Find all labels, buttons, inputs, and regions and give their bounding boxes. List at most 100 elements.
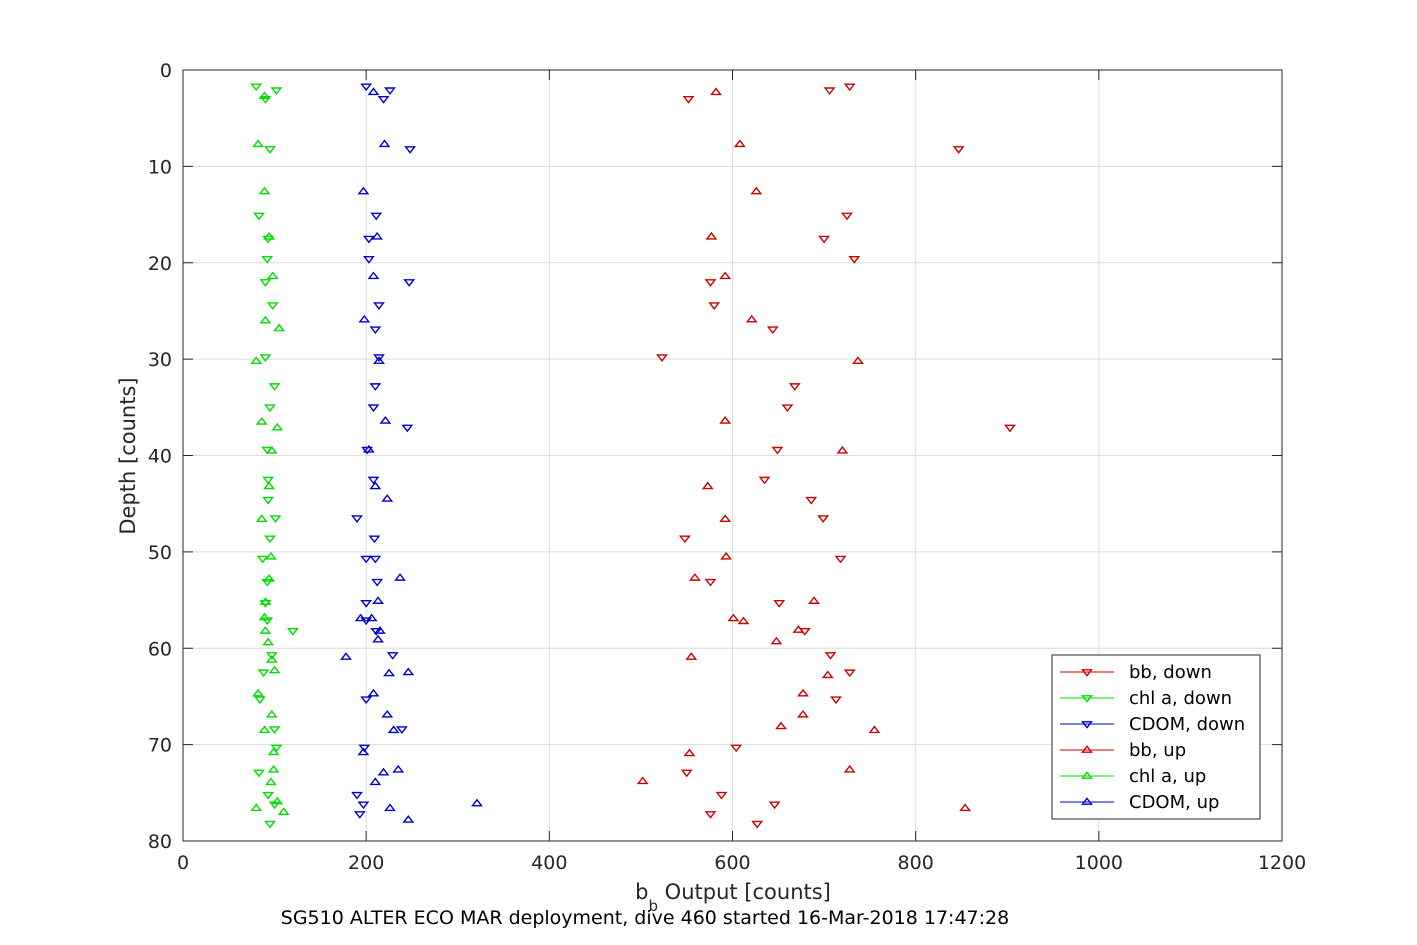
data-point — [704, 279, 717, 287]
data-point — [843, 764, 856, 773]
data-point — [362, 255, 375, 264]
data-point — [705, 231, 718, 240]
y-axis-label: Depth [counts] — [116, 377, 140, 534]
data-point — [265, 445, 278, 454]
data-point — [261, 255, 274, 264]
data-point — [841, 212, 853, 221]
data-point — [258, 612, 271, 621]
data-point — [273, 323, 286, 332]
data-point — [771, 446, 784, 455]
data-point — [268, 383, 281, 391]
data-point — [263, 574, 276, 582]
x-tick-label: 1200 — [1258, 852, 1306, 874]
data-point — [357, 747, 370, 756]
data-point — [353, 811, 366, 819]
series-chl-a-down — [250, 83, 299, 829]
data-point — [258, 186, 271, 195]
data-markers — [250, 83, 1016, 829]
data-point — [719, 416, 732, 424]
data-point — [351, 791, 363, 800]
x-tick-label: 400 — [531, 852, 567, 874]
x-tick-label: 600 — [714, 852, 750, 874]
data-point — [266, 271, 279, 280]
legend-marker — [1081, 669, 1093, 677]
data-point — [636, 776, 649, 785]
data-point — [263, 481, 276, 490]
data-point — [805, 496, 818, 505]
data-point — [262, 476, 275, 485]
x-axis-label: bb Output [counts] — [635, 880, 831, 915]
data-point — [386, 652, 399, 660]
data-point — [750, 186, 763, 195]
legend-marker — [1081, 771, 1093, 779]
data-point — [821, 670, 834, 679]
data-point — [369, 481, 382, 490]
data-point — [373, 354, 385, 362]
x-tick-label: 800 — [898, 852, 934, 874]
axis-ticks: 0 200 400 600 800 1000 1200 0 10 20 30 40 50 60 70 80 — [148, 60, 1306, 874]
data-point — [262, 496, 275, 505]
data-point — [680, 769, 693, 778]
caption: SG510 ALTER ECO MAR deployment, dive 460… — [281, 907, 1009, 929]
data-point — [369, 326, 382, 335]
legend-label: CDOM, up — [1129, 792, 1219, 813]
data-point — [259, 354, 272, 362]
data-point — [377, 95, 390, 104]
data-point — [266, 302, 279, 310]
data-point — [367, 476, 380, 485]
data-point — [373, 302, 385, 310]
data-point — [264, 404, 276, 413]
data-point — [720, 551, 733, 560]
data-point — [271, 796, 284, 805]
data-point — [286, 627, 299, 636]
data-point — [362, 235, 375, 244]
data-point — [745, 314, 758, 323]
y-tick-label: 60 — [148, 638, 172, 660]
data-point — [678, 535, 691, 544]
data-point — [371, 578, 384, 587]
data-point — [395, 726, 408, 735]
data-point — [258, 725, 271, 734]
data-point — [387, 725, 400, 734]
data-point — [265, 551, 277, 560]
data-point — [378, 139, 391, 148]
data-point — [379, 416, 392, 424]
data-point — [373, 626, 386, 634]
data-point — [823, 87, 836, 96]
data-point — [403, 279, 416, 287]
data-point — [768, 801, 781, 810]
data-point — [792, 625, 805, 633]
data-point — [264, 820, 276, 829]
legend-label: bb, down — [1129, 662, 1212, 683]
data-point — [817, 515, 830, 523]
data-point — [252, 688, 265, 697]
data-point — [340, 652, 352, 660]
data-point — [704, 811, 717, 819]
data-point — [843, 83, 856, 92]
legend-label: bb, up — [1129, 740, 1186, 761]
data-point — [265, 652, 278, 660]
data-point — [683, 748, 696, 757]
data-point — [270, 87, 283, 96]
data-point — [262, 637, 275, 646]
series-bb-up — [636, 87, 972, 812]
data-point — [471, 798, 483, 807]
data-point — [357, 801, 370, 810]
data-point — [367, 404, 380, 413]
data-point — [836, 445, 849, 454]
data-point — [367, 87, 380, 96]
data-point — [715, 791, 728, 800]
data-point — [797, 709, 809, 718]
data-point — [360, 555, 373, 564]
y-tick-label: 50 — [148, 542, 172, 564]
y-tick-label: 80 — [148, 831, 172, 853]
data-point — [952, 146, 965, 154]
data-point — [788, 383, 801, 391]
data-point — [370, 627, 383, 636]
data-point — [253, 212, 265, 221]
data-point — [959, 803, 972, 812]
data-point — [383, 668, 395, 677]
data-point — [265, 655, 278, 663]
data-point — [384, 87, 396, 96]
data-point — [368, 535, 381, 544]
